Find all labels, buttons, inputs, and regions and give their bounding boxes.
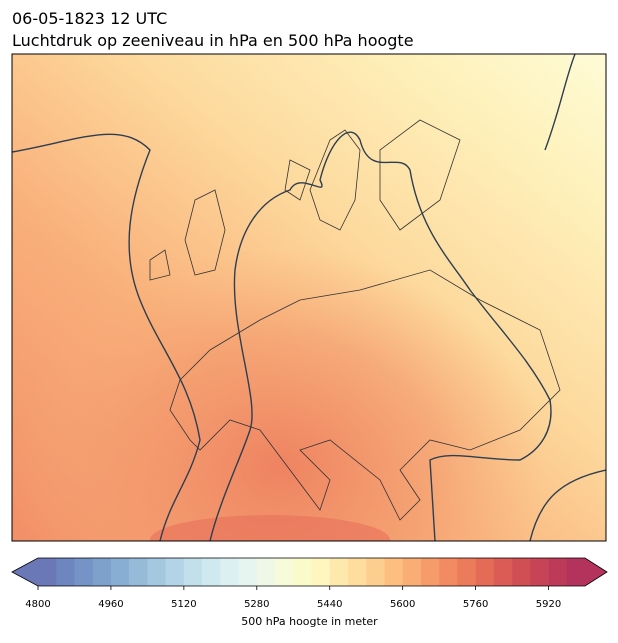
colorbar-band xyxy=(439,558,458,586)
colorbar-band xyxy=(347,558,367,586)
colorbar-band xyxy=(384,558,403,586)
colorbar-band xyxy=(220,558,239,586)
colorbar: 4800 4960 5120 5280 5440 5600 5760 5920 500 hPa … xyxy=(11,557,608,628)
colorbar-tick-label: 5920 xyxy=(536,599,561,610)
colorbar-band xyxy=(402,558,422,586)
map-frame xyxy=(11,53,607,542)
isobars xyxy=(12,54,606,541)
colorbar-band xyxy=(275,558,294,586)
colorbar-tick-label: 4960 xyxy=(98,599,123,610)
map-title: Luchtdruk op zeeniveau in hPa en 500 hPa… xyxy=(12,31,414,50)
colorbar-band xyxy=(457,558,476,586)
colorbar-band xyxy=(56,558,75,586)
colorbar-band xyxy=(530,558,549,586)
colorbar-band xyxy=(74,558,93,586)
colorbar-band xyxy=(129,558,148,586)
colorbar-tick-label: 5280 xyxy=(244,599,269,610)
colorbar-band xyxy=(366,558,385,586)
colorbar-band xyxy=(311,558,331,586)
colorbar-band xyxy=(165,558,185,586)
colorbar-band xyxy=(38,558,57,586)
colorbar-band xyxy=(147,558,166,586)
colorbar-band xyxy=(329,558,349,586)
date-line: 06-05-1823 12 UTC xyxy=(12,9,167,28)
colorbar-band xyxy=(256,558,276,586)
colorbar-extend-high xyxy=(585,558,607,586)
colorbar-band xyxy=(110,558,130,586)
height-field-high xyxy=(12,54,606,541)
colorbar-tick-label: 5760 xyxy=(463,599,488,610)
colorbar-band xyxy=(293,558,312,586)
colorbar-band xyxy=(420,558,440,586)
colorbar-tick-label: 5600 xyxy=(390,599,415,610)
colorbar-band xyxy=(493,558,513,586)
colorbar-tick-label: 5120 xyxy=(171,599,196,610)
colorbar-band xyxy=(92,558,112,586)
colorbar-band xyxy=(202,558,221,586)
coastlines xyxy=(149,119,561,521)
map xyxy=(12,54,606,541)
colorbar-band xyxy=(238,558,258,586)
colorbar-tick-label: 5440 xyxy=(317,599,342,610)
colorbar-band xyxy=(512,558,531,586)
colorbar-label: 500 hPa hoogte in meter xyxy=(241,615,378,628)
colorbar-band xyxy=(566,558,586,586)
colorbar-band xyxy=(183,558,203,586)
colorbar-band xyxy=(475,558,495,586)
colorbar-tick-label: 4800 xyxy=(25,599,50,610)
colorbar-extend-low xyxy=(12,558,38,586)
colorbar-band xyxy=(548,558,568,586)
height-field-max xyxy=(150,515,390,541)
